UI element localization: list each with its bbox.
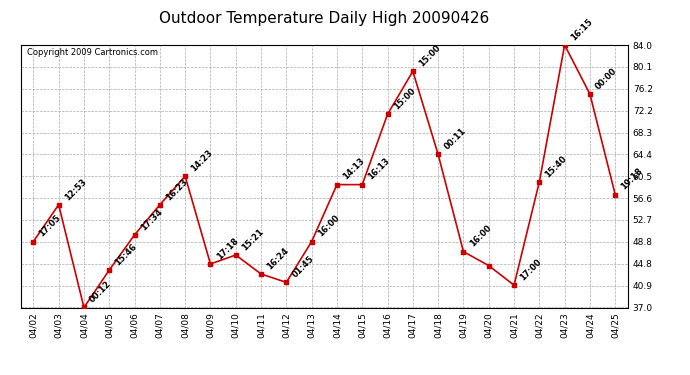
Point bbox=[584, 91, 595, 97]
Text: 17:18: 17:18 bbox=[215, 236, 240, 261]
Text: 01:45: 01:45 bbox=[290, 254, 316, 280]
Text: 16:23: 16:23 bbox=[164, 177, 189, 202]
Point bbox=[281, 279, 292, 285]
Point bbox=[53, 202, 64, 208]
Text: 14:23: 14:23 bbox=[189, 148, 215, 174]
Point bbox=[483, 262, 494, 268]
Text: 19:18: 19:18 bbox=[620, 167, 644, 192]
Text: 00:00: 00:00 bbox=[594, 66, 619, 92]
Text: 15:46: 15:46 bbox=[113, 242, 139, 267]
Text: 16:00: 16:00 bbox=[468, 224, 493, 249]
Text: 00:12: 00:12 bbox=[88, 279, 113, 305]
Text: 15:00: 15:00 bbox=[417, 43, 442, 69]
Point bbox=[357, 182, 368, 188]
Text: 16:15: 16:15 bbox=[569, 17, 594, 42]
Text: 17:34: 17:34 bbox=[139, 207, 164, 232]
Text: Copyright 2009 Cartronics.com: Copyright 2009 Cartronics.com bbox=[27, 48, 158, 57]
Text: 15:00: 15:00 bbox=[392, 86, 417, 111]
Text: 00:11: 00:11 bbox=[442, 126, 468, 152]
Point bbox=[205, 261, 216, 267]
Point bbox=[331, 182, 342, 188]
Point bbox=[179, 173, 190, 179]
Point bbox=[610, 192, 621, 198]
Text: 17:05: 17:05 bbox=[37, 214, 63, 239]
Point bbox=[104, 267, 115, 273]
Point bbox=[155, 202, 166, 208]
Point bbox=[559, 42, 570, 48]
Point bbox=[534, 179, 545, 185]
Text: 16:00: 16:00 bbox=[316, 214, 341, 239]
Text: 16:24: 16:24 bbox=[265, 246, 290, 271]
Point bbox=[407, 68, 418, 74]
Point bbox=[433, 152, 444, 157]
Text: 15:21: 15:21 bbox=[240, 227, 265, 252]
Text: 12:53: 12:53 bbox=[63, 177, 88, 202]
Text: 14:13: 14:13 bbox=[341, 157, 366, 182]
Point bbox=[509, 282, 520, 288]
Text: 16:13: 16:13 bbox=[366, 157, 392, 182]
Point bbox=[79, 304, 90, 310]
Point bbox=[129, 232, 140, 238]
Point bbox=[255, 271, 266, 277]
Point bbox=[28, 238, 39, 244]
Text: 15:40: 15:40 bbox=[544, 154, 569, 179]
Point bbox=[230, 252, 241, 258]
Text: 17:00: 17:00 bbox=[518, 257, 543, 282]
Point bbox=[306, 238, 317, 244]
Point bbox=[382, 111, 393, 117]
Text: Outdoor Temperature Daily High 20090426: Outdoor Temperature Daily High 20090426 bbox=[159, 11, 489, 26]
Point bbox=[458, 249, 469, 255]
